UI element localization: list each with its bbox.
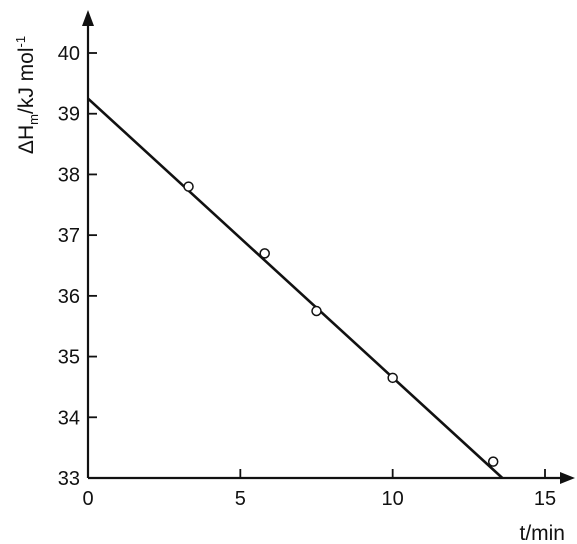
y-tick-label: 34: [58, 407, 80, 429]
fit-line-layer: [87, 97, 504, 479]
fit-line: [87, 97, 504, 479]
y-axis-arrow: [82, 10, 94, 26]
data-points: [183, 181, 499, 467]
y-tick-label: 38: [58, 164, 80, 186]
x-axis-arrow: [560, 472, 575, 484]
y-tick-label: 39: [58, 104, 80, 126]
x-axis-title: t/min: [519, 522, 565, 544]
y-axis-title-main: ΔH: [15, 125, 38, 154]
ticks: 0 5 10 15 33 34 35 36 37 38 39 40: [58, 43, 556, 510]
y-tick-label: 40: [58, 43, 80, 65]
x-tick-label: 5: [235, 488, 246, 510]
data-point: [259, 248, 270, 259]
y-tick-label: 36: [58, 286, 80, 308]
y-axis-title: ΔHm/kJ mol-1: [13, 36, 41, 154]
axes: [82, 10, 575, 484]
y-axis-title-unit: /kJ mol: [15, 48, 38, 115]
y-tick-label: 37: [58, 225, 80, 247]
x-tick-label: 15: [534, 488, 556, 510]
data-point: [183, 181, 194, 192]
data-point: [387, 372, 398, 384]
x-tick-label: 0: [82, 488, 93, 510]
data-point: [311, 305, 322, 317]
y-tick-label: 35: [58, 347, 80, 369]
x-tick-label: 10: [382, 488, 404, 510]
y-axis-title-superscript: -1: [13, 36, 28, 48]
y-tick-label: 33: [58, 468, 80, 490]
y-axis-title-subscript: m: [26, 114, 41, 125]
data-point: [487, 456, 499, 467]
